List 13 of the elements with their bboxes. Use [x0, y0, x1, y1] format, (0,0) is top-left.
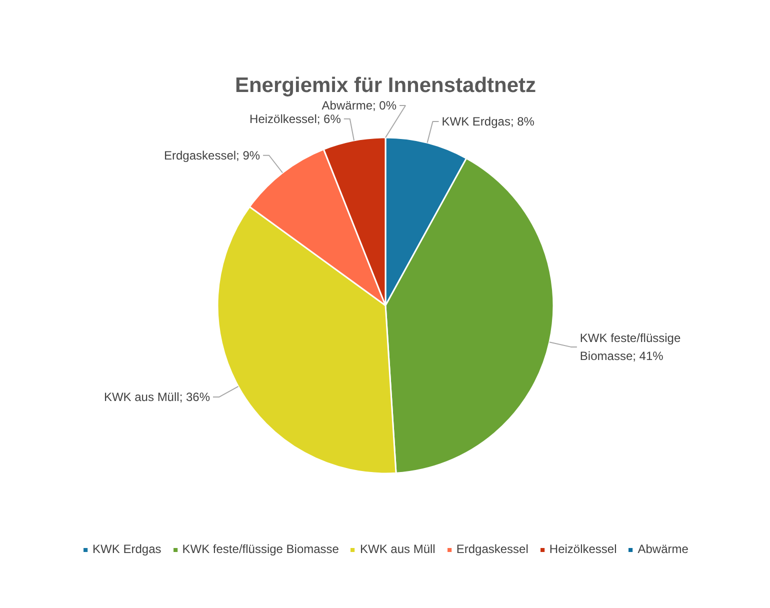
legend-label: Erdgaskessel	[456, 542, 528, 556]
data-label: Heizölkessel; 6%	[250, 112, 342, 126]
legend-label: KWK aus Müll	[360, 542, 436, 556]
chart-title: Energiemix für Innenstadtnetz	[234, 74, 536, 97]
legend-label: Heizölkessel	[549, 542, 617, 556]
legend-label: KWK Erdgas	[92, 542, 162, 556]
data-label: KWK aus Müll; 36%	[104, 390, 210, 404]
legend-label: KWK feste/flüssige Biomasse	[182, 542, 339, 556]
data-label: KWK feste/flüssige Biomasse; 41%	[580, 330, 681, 364]
legend-label: Abwärme	[638, 542, 688, 556]
data-label: KWK Erdgas; 8%	[442, 114, 535, 128]
data-label: Erdgaskessel; 9%	[164, 148, 260, 162]
text: Abwärme; 0%	[322, 98, 397, 112]
